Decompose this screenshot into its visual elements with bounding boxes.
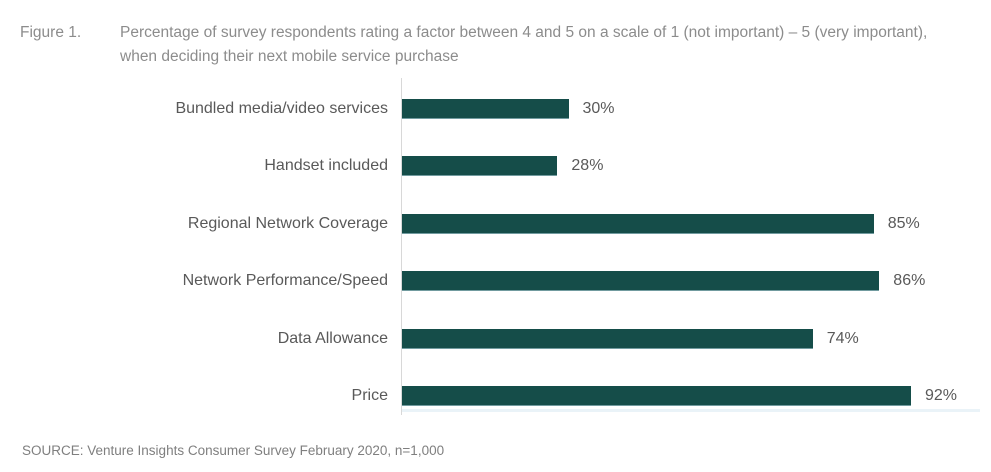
category-label: Handset included: [264, 157, 388, 175]
category-label: Regional Network Coverage: [187, 214, 388, 232]
bar-row: Regional Network Coverage 85%: [0, 195, 991, 253]
value-label: 30%: [582, 99, 615, 117]
bar: [402, 98, 569, 119]
value-label: 86%: [893, 272, 926, 290]
category-label: Bundled media/video services: [175, 99, 388, 117]
value-label: 74%: [826, 329, 859, 347]
bar: [402, 156, 558, 177]
bar: [402, 328, 813, 349]
bar: [402, 386, 911, 407]
bar-row: Data Allowance 74%: [0, 310, 991, 368]
bar-row: Price 92%: [0, 368, 991, 426]
y-axis-line: [401, 78, 402, 415]
value-label: 85%: [887, 214, 920, 232]
figure-number: Figure 1.: [20, 24, 82, 41]
category-label: Data Allowance: [277, 329, 388, 347]
value-label: 92%: [924, 387, 957, 405]
bar-row: Network Performance/Speed 86%: [0, 253, 991, 311]
bar-row: Handset included 28%: [0, 138, 991, 196]
bar-chart: Bundled media/video services 30% Handset…: [0, 80, 991, 425]
value-label: 28%: [571, 157, 604, 175]
bar: [402, 271, 880, 292]
category-label: Network Performance/Speed: [182, 272, 388, 290]
chart-title: Percentage of survey respondents rating …: [120, 24, 928, 65]
figure-caption: Figure 1. Percentage of survey responden…: [20, 21, 968, 69]
category-label: Price: [351, 387, 388, 405]
bar-row: Bundled media/video services 30%: [0, 80, 991, 138]
bar: [402, 213, 874, 234]
source-note: SOURCE: Venture Insights Consumer Survey…: [22, 443, 445, 458]
plot-bottom-edge: [402, 409, 980, 412]
